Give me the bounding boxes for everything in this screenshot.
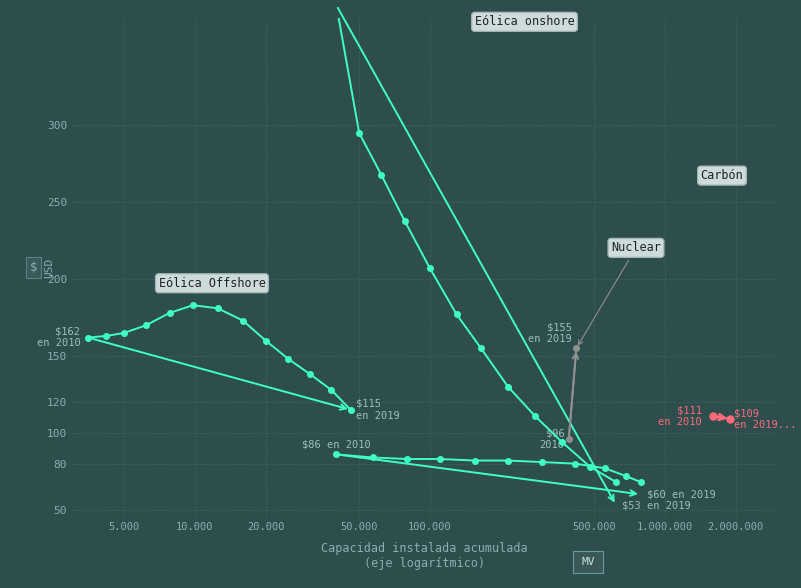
Text: Solar Fotovoltáica: Solar Fotovoltáica [0, 587, 1, 588]
Text: $96
2010: $96 2010 [540, 428, 565, 450]
Text: USD: USD [44, 258, 54, 278]
Text: MV: MV [582, 557, 594, 567]
Text: $: $ [30, 261, 37, 274]
Text: $60 en 2019: $60 en 2019 [646, 489, 715, 499]
Text: Capacidad instalada acumulada
(eje logarítmico): Capacidad instalada acumulada (eje logar… [321, 542, 528, 570]
Text: Nuclear: Nuclear [578, 242, 661, 345]
Text: $111
en 2010: $111 en 2010 [658, 405, 702, 427]
Text: Eólica onshore: Eólica onshore [475, 15, 574, 28]
Text: Eólica Offshore: Eólica Offshore [159, 277, 265, 290]
Text: $115
en 2019: $115 en 2019 [356, 399, 400, 420]
Text: $109
en 2019...: $109 en 2019... [735, 408, 797, 430]
Text: $53 en 2019: $53 en 2019 [622, 500, 690, 510]
Text: $155
en 2019: $155 en 2019 [529, 322, 572, 343]
Text: $162
en 2010: $162 en 2010 [37, 327, 80, 348]
Text: $86 en 2010: $86 en 2010 [302, 440, 371, 450]
Text: Carbón: Carbón [701, 169, 743, 182]
